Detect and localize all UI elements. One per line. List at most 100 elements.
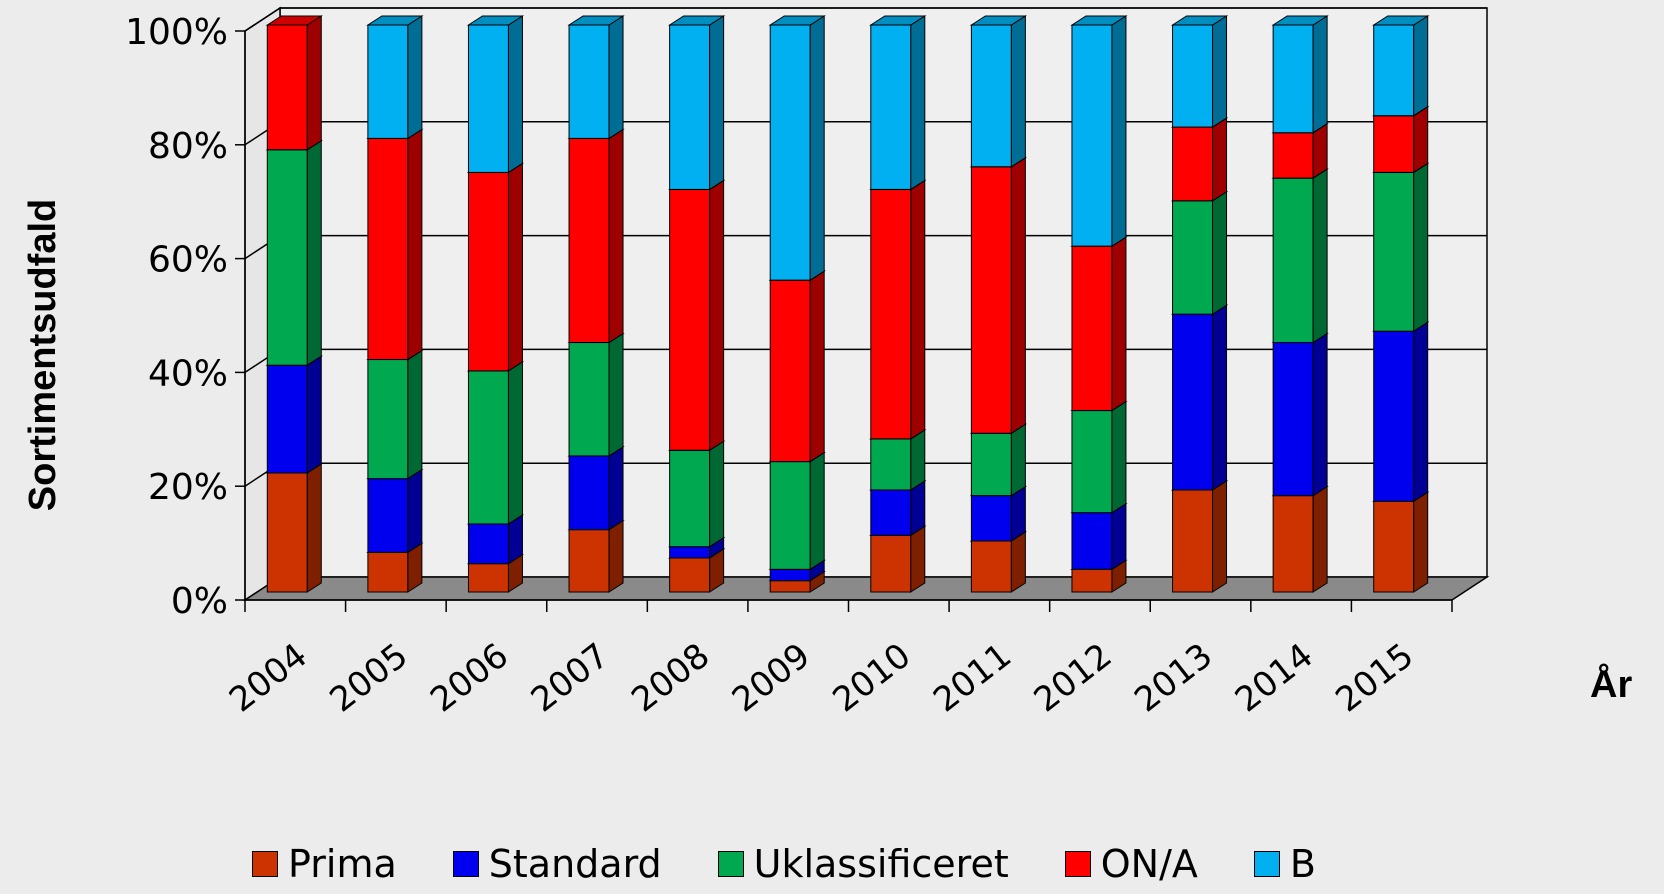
x-tick-label: 2007 (524, 636, 617, 721)
bar-segment-top (667, 15, 726, 26)
bar-segment-front (769, 580, 811, 593)
y-tick-label: 20% (148, 467, 228, 508)
bar-segment-front (1373, 171, 1415, 332)
bar-segment (567, 15, 625, 140)
x-tick-label: 2009 (725, 636, 818, 721)
bar-segment (1070, 400, 1128, 514)
legend-item: Uklassificeret (717, 842, 1009, 886)
bar-segment (265, 139, 323, 367)
bar-segment-side (407, 349, 423, 480)
bar-segment-front (568, 342, 610, 457)
legend-label: B (1289, 842, 1316, 886)
legend-swatch (1253, 851, 1280, 877)
bar-segment-side (1010, 156, 1026, 435)
bar-segment-side (407, 468, 423, 554)
bar-segment-front (367, 137, 409, 361)
bar-segment-front (1172, 313, 1214, 491)
bar-segment-front (769, 568, 811, 582)
bar-segment (768, 15, 826, 282)
bar-segment-front (1071, 245, 1113, 412)
bar-segment-side (1111, 400, 1127, 514)
bar-segment (869, 525, 927, 593)
bar-segment-front (669, 188, 711, 451)
bar-segment-front (266, 472, 308, 593)
bar-segment-front (1172, 200, 1214, 315)
bar-segment-side (306, 463, 322, 593)
legend-label: Uklassificeret (753, 842, 1009, 886)
bar-segment (265, 15, 323, 151)
bar-segment-side (1413, 15, 1429, 117)
bar-segment-top (366, 15, 424, 26)
bar-segment-top (466, 15, 525, 26)
bar-segment-front (1272, 495, 1314, 593)
bar-segment (366, 128, 424, 361)
bar-segment-side (407, 128, 423, 361)
bar-segment (1372, 105, 1430, 174)
bar-segment (768, 451, 826, 571)
bar-segment-front (467, 370, 509, 525)
bar-segment-front (1172, 489, 1214, 593)
bar-segment (1170, 117, 1229, 202)
legend-swatch (252, 851, 279, 877)
bar-segment-side (709, 440, 725, 548)
x-tick-label: 2010 (826, 636, 919, 721)
bar-segment-top (768, 15, 826, 26)
bar-segment-front (1071, 410, 1113, 514)
bar-segment (1070, 236, 1128, 412)
bar-segment-front (467, 24, 509, 173)
bar-segment-side (1111, 502, 1127, 571)
bar-segment-side (1413, 321, 1429, 503)
bar-segment-front (568, 529, 610, 593)
bar-segment (1372, 491, 1430, 593)
legend-swatch (717, 851, 744, 877)
bar-segment-side (809, 270, 825, 463)
bar-segment-side (507, 360, 523, 525)
bar-segment-side (1413, 162, 1429, 333)
x-tick-label: 2006 (423, 636, 516, 721)
bar-segment (1271, 485, 1329, 593)
bar-segment-top (1170, 15, 1229, 26)
bar-segment-side (1312, 168, 1328, 344)
bar-segment-side (1312, 332, 1328, 497)
bar-segment-front (1373, 115, 1415, 173)
bar-segment-top (969, 15, 1028, 26)
bar-segment (1070, 502, 1128, 571)
bar-segment-side (1010, 423, 1026, 497)
x-tick-label: 2005 (323, 636, 416, 721)
legend-swatch (1064, 851, 1091, 877)
bar-segment-front (266, 364, 308, 474)
x-tick-label: 2011 (926, 636, 1019, 721)
bar-segment-top (1070, 15, 1128, 26)
y-tick-label: 0% (171, 581, 228, 622)
bar-segment-side (1212, 15, 1228, 128)
bar-segment-front (669, 546, 711, 559)
bar-segment-side (1212, 190, 1228, 316)
bar-segment (1170, 304, 1229, 491)
bar-segment-front (467, 171, 509, 372)
legend-item: B (1253, 842, 1316, 886)
bar-segment (1372, 321, 1430, 503)
bar-segment-side (306, 15, 322, 151)
bar-segment-side (1413, 105, 1429, 174)
bar-segment-front (870, 534, 912, 593)
bar-segment (969, 156, 1028, 435)
bar-segment (869, 15, 927, 191)
bar-segment (567, 128, 625, 344)
bar-segment-side (306, 139, 322, 367)
bar-segment (567, 332, 625, 457)
bar-segment (869, 179, 927, 440)
bar-segment-side (1413, 491, 1429, 593)
bar-segment-side (1010, 15, 1026, 168)
bar-segment-side (1111, 15, 1127, 248)
bar-segment-top (1372, 15, 1430, 26)
bar-segment (366, 468, 424, 554)
bar-segment-side (910, 15, 926, 191)
bar-segment-top (1271, 15, 1329, 26)
bar-segment-side (306, 355, 322, 474)
bar-segment-side (1312, 15, 1328, 134)
bar-segment-front (1373, 500, 1415, 593)
bar-segment-side (1312, 485, 1328, 593)
bar-segment-front (1272, 24, 1314, 134)
bar-segment-front (669, 449, 711, 548)
